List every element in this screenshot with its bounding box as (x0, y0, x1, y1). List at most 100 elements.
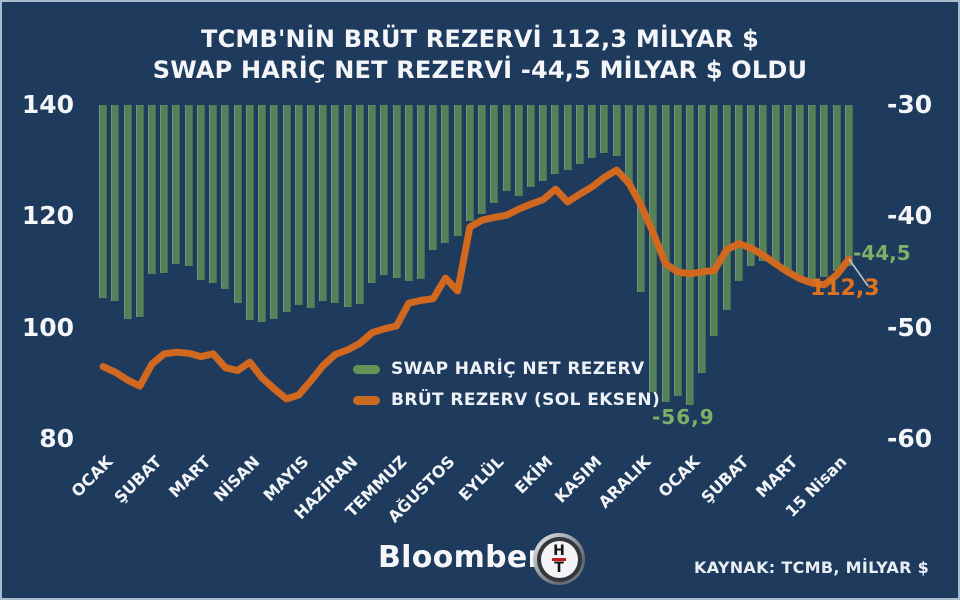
net-reserve-bar (514, 105, 523, 197)
net-reserve-bar (245, 105, 254, 320)
net-reserve-bar (722, 105, 731, 310)
x-axis-tick-label: EYLÜL (454, 452, 508, 505)
net-reserve-bar (551, 105, 560, 174)
net-reserve-last-value-label: -44,5 (853, 241, 911, 265)
gross-reserve-legend-label: BRÜT REZERV (SOL EKSEN) (391, 390, 661, 410)
net-reserve-bar (673, 105, 682, 396)
left-axis-tick-label: 80 (39, 424, 74, 453)
net-reserve-bar (282, 105, 291, 313)
net-reserve-bar (478, 105, 487, 215)
net-reserve-bar (661, 105, 670, 403)
net-reserve-bar (441, 105, 450, 244)
net-reserve-bar (404, 105, 413, 281)
chart-title: TCMB'NİN BRÜT REZERVİ 112,3 MİLYAR $ SWA… (2, 24, 958, 86)
net-reserve-bar (832, 105, 841, 271)
net-reserve-min-value-label: -56,9 (652, 405, 715, 429)
net-reserve-bar (490, 105, 499, 203)
net-reserve-bar (783, 105, 792, 275)
net-reserve-bar (624, 105, 633, 186)
net-reserve-bar (221, 105, 230, 289)
net-reserve-bar (588, 105, 597, 159)
legend-item-gross: BRÜT REZERV (SOL EKSEN) (353, 390, 660, 410)
net-reserve-bar (294, 105, 303, 306)
net-reserve-bar (575, 105, 584, 164)
net-reserve-bar (135, 105, 144, 317)
net-reserve-bar (123, 105, 132, 319)
net-reserve-bar (429, 105, 438, 250)
net-reserve-bar (698, 105, 707, 374)
net-reserve-bar (771, 105, 780, 267)
x-axis-tick-label: EKİM (511, 452, 557, 498)
net-reserve-bar (319, 105, 328, 301)
net-reserve-bar (600, 105, 609, 153)
net-reserve-bar (844, 105, 853, 267)
net-reserve-bar (306, 105, 315, 308)
net-reserve-bar (808, 105, 817, 286)
ht-logo-ring: H T (536, 536, 582, 582)
net-reserve-bar (99, 105, 108, 298)
x-axis-tick-label: OCAK (67, 452, 117, 501)
net-reserve-bar (527, 105, 536, 188)
gross-reserve-line (99, 166, 853, 403)
ht-logo-face: H T (540, 540, 578, 578)
net-reserve-bar (209, 105, 218, 284)
net-reserve-bar (111, 105, 120, 301)
chart-title-line1: TCMB'NİN BRÜT REZERVİ 112,3 MİLYAR $ (201, 25, 759, 53)
net-reserve-bar (759, 105, 768, 261)
net-reserve-bar (270, 105, 279, 319)
net-reserve-bar (233, 105, 242, 304)
left-axis-tick-label: 120 (21, 201, 74, 230)
net-reserve-bar (710, 105, 719, 336)
ht-logo-red-bar (552, 557, 566, 561)
x-axis-tick-label: ŞUBAT (697, 452, 753, 507)
net-reserve-bar (747, 105, 756, 267)
net-reserve-bar (465, 105, 474, 221)
net-reserve-bar (331, 105, 340, 304)
gross-reserve-last-value-label: 112,3 (810, 276, 880, 301)
right-axis-tick-label: -60 (887, 424, 933, 453)
net-reserve-bar (795, 105, 804, 281)
net-reserve-bar (612, 105, 621, 157)
net-reserve-bar (685, 105, 694, 405)
net-reserve-bar (160, 105, 169, 274)
haberturk-ht-logo: H T (533, 533, 585, 585)
net-reserve-bar (820, 105, 829, 277)
net-reserve-bar (453, 105, 462, 237)
chart-title-line2: SWAP HARİÇ NET REZERVİ -44,5 MİLYAR $ OL… (152, 56, 808, 84)
x-axis-tick-label: NİSAN (209, 452, 264, 506)
net-reserve-bar (539, 105, 548, 181)
net-reserve-bars (97, 105, 855, 439)
net-reserve-bar (343, 105, 352, 307)
left-axis-tick-label: 140 (21, 90, 74, 119)
ht-logo-letter-t: T (554, 559, 564, 576)
plot-area (97, 105, 855, 439)
net-reserve-bar (734, 105, 743, 281)
source-caption: KAYNAK: TCMB, MİLYAR $ (694, 558, 930, 577)
left-axis-tick-label: 100 (21, 313, 74, 342)
net-reserve-bar (649, 105, 658, 393)
net-reserve-bar (196, 105, 205, 280)
net-reserve-bar (563, 105, 572, 170)
net-reserve-legend-swatch (353, 364, 380, 374)
net-reserve-bar (148, 105, 157, 275)
x-axis-tick-label: MART (165, 452, 215, 502)
legend-item-net: SWAP HARİÇ NET REZERV (353, 359, 645, 379)
x-axis-tick-label: ŞUBAT (110, 452, 166, 507)
x-axis-tick-label: OCAK (654, 452, 704, 501)
net-reserve-bar (502, 105, 511, 191)
ht-logo-letter-h: H (553, 542, 565, 559)
net-reserve-bar (380, 105, 389, 276)
net-reserve-bar (416, 105, 425, 279)
gross-reserve-legend-swatch (353, 395, 380, 405)
right-axis-tick-label: -30 (887, 90, 933, 119)
net-reserve-legend-label: SWAP HARİÇ NET REZERV (391, 359, 645, 379)
right-axis-tick-label: -50 (887, 313, 933, 342)
net-reserve-bar (392, 105, 401, 278)
net-reserve-bar (355, 105, 364, 305)
net-reserve-bar (184, 105, 193, 267)
right-axis-tick-label: -40 (887, 201, 933, 230)
net-reserve-bar (368, 105, 377, 284)
x-axis-tick-label: ARALIK (594, 452, 655, 512)
net-reserve-bar (172, 105, 181, 265)
